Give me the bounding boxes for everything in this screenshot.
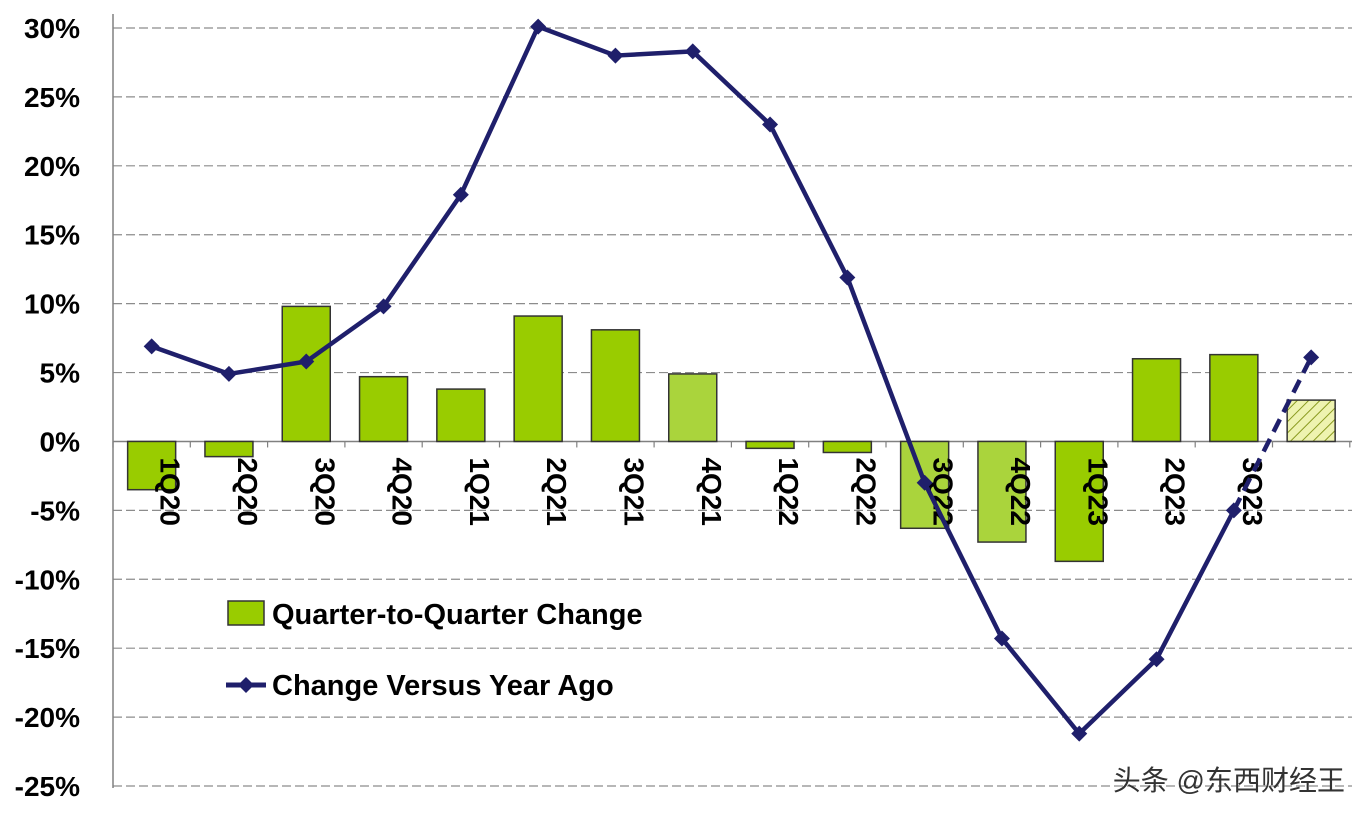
yoy-line-marker (1303, 349, 1320, 366)
y-tick-label: 10% (24, 289, 80, 320)
yoy-line-marker (220, 365, 237, 382)
yoy-line-marker (375, 298, 392, 315)
qoq-bar (745, 440, 795, 450)
qoq-bar (977, 440, 1027, 543)
x-category-label: 3Q20 (309, 457, 340, 526)
yoy-line-marker (916, 474, 933, 491)
qoq-bar (436, 388, 486, 443)
x-category-label: 2Q23 (1160, 457, 1191, 526)
yoy-line-marker (530, 18, 547, 35)
yoy-line-marker (607, 47, 624, 64)
yoy-line-marker (143, 338, 160, 355)
qoq-bar (204, 440, 254, 458)
y-tick-label: -5% (30, 495, 80, 526)
watermark-text: 头条 @东西财经王 (1113, 765, 1345, 796)
y-tick-label: -10% (15, 564, 80, 595)
qoq-bar (126, 440, 177, 491)
x-axis-category-labels: 1Q20 2Q20 3Q20 4Q20 1Q21 2Q21 3Q21 4Q21 1Q22 2Q22… (155, 457, 1268, 526)
y-tick-label: 5% (40, 358, 81, 389)
legend: Quarter-to-Quarter Change Change Versus … (226, 599, 643, 702)
x-category-label: 2Q20 (232, 457, 263, 526)
yoy-line (143, 18, 1320, 742)
x-category-label: 1Q23 (1082, 457, 1113, 526)
x-category-label: 3Q22 (928, 457, 959, 526)
legend-bar-label: Quarter-to-Quarter Change (272, 599, 643, 631)
yoy-line-marker (1148, 651, 1165, 668)
qoq-bar (1131, 358, 1182, 443)
x-category-label: 1Q20 (155, 457, 186, 526)
yoy-line-marker (298, 353, 315, 370)
x-category-label: 4Q22 (1005, 457, 1036, 525)
x-category-label: 2Q21 (541, 457, 572, 526)
x-category-label: 2Q22 (850, 457, 881, 526)
qoq-bar (513, 315, 563, 443)
x-category-label: 4Q20 (387, 457, 418, 526)
yoy-line-forecast-path (1231, 356, 1314, 512)
y-tick-label: 15% (24, 220, 80, 251)
y-tick-label: -20% (15, 702, 80, 733)
yoy-line-marker (1071, 725, 1088, 742)
y-tick-label: 20% (24, 151, 80, 182)
legend-line-marker (238, 677, 254, 693)
gridlines (113, 27, 1352, 787)
qoq-bars (126, 305, 1336, 563)
legend-bar-swatch (227, 600, 265, 626)
qoq-bar (281, 305, 331, 443)
y-tick-label: 0% (40, 426, 81, 457)
qoq-bar (1054, 440, 1104, 563)
yoy-line-marker (839, 269, 856, 286)
yoy-line-marker (762, 116, 779, 133)
x-category-label: 3Q21 (618, 457, 649, 526)
qoq-bar (822, 440, 873, 454)
qoq-bar (668, 373, 718, 443)
yoy-line-marker (1225, 502, 1242, 519)
yoy-line-marker (684, 43, 701, 60)
qoq-bar (358, 375, 409, 443)
y-tick-label: -25% (15, 771, 80, 802)
qoq-bar-forecast (1286, 399, 1336, 443)
x-category-label: 4Q21 (696, 457, 727, 526)
yoy-line-marker (452, 186, 469, 203)
x-category-label: 1Q22 (773, 457, 804, 526)
x-category-label: 1Q21 (464, 457, 495, 525)
y-tick-label: 25% (24, 82, 80, 113)
legend-line-label: Change Versus Year Ago (272, 670, 614, 702)
qoq-bar (1209, 353, 1259, 443)
y-tick-label: -15% (15, 633, 80, 664)
yoy-line-marker (993, 630, 1010, 647)
y-axis-tick-labels: -25% -20% -15% -10% -5% 0% 5% 10% 15% 20% 25% 30% (15, 13, 80, 802)
x-category-label: 3Q23 (1237, 457, 1268, 526)
qoq-bar (590, 329, 641, 443)
y-tick-label: 30% (24, 13, 80, 44)
